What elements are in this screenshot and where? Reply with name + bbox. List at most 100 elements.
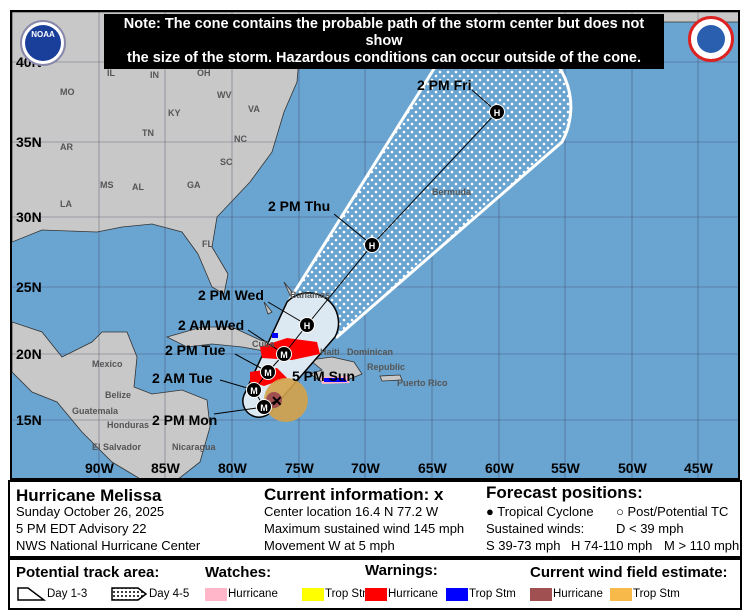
lon-label: 45W [684,460,713,476]
place-label-mexico: Mexico [92,359,123,369]
m-key: M > 110 mph [664,538,740,553]
wind-hurricane-label: Hurricane [553,588,603,600]
storm-info-panel: Hurricane Melissa Sunday October 26, 202… [8,480,742,558]
place-label-fl: FL [202,239,213,249]
forecast-label: 2 AM Wed [178,317,245,333]
max-wind: Maximum sustained wind 145 mph [264,521,465,536]
ts-watch-swatch [302,588,324,601]
watches-title: Watches: [205,564,272,581]
lat-label: 15N [16,412,42,428]
lon-label: 70W [351,460,380,476]
forecast-label: 2 PM Thu [268,198,331,214]
place-label-wv: WV [217,90,232,100]
forecast-point-m-icon: M [276,346,292,362]
place-label-sc: SC [220,157,233,167]
legend-panel: Potential track area: Day 1-3 Day 4-5 Wa… [8,558,742,610]
place-label-republic: Republic [367,362,406,372]
ts-warning-label: Trop Stm [469,588,516,600]
forecast-point-m-icon: M [246,382,262,398]
place-label-puerto_rico: Puerto Rico [397,378,448,388]
place-label-ar: AR [60,142,73,152]
wind-hurricane-swatch [530,588,552,601]
hurricane-warning-label: Hurricane [388,588,438,600]
place-label-cuba: Cuba [252,339,275,349]
forecast-cone-map: ✕ 40N 35N 30N 25N 20N 15N 90W 85W 80W 75W 70W 65W 60… [10,10,740,480]
agency: NWS National Hurricane Center [16,538,201,553]
hurricane-watch-label: Hurricane [228,588,278,600]
place-label-ga: GA [187,180,201,190]
forecast-point-m-icon: M [260,364,276,380]
place-label-dominican: Dominican [347,347,394,357]
forecast-label: 2 PM Wed [198,287,264,303]
place-label-bahamas: Bahamas [290,290,331,300]
ts-warning-swatch [446,588,468,601]
lat-label: 20N [16,346,42,362]
ts-watch-label: Trop Stm [325,588,372,600]
cone-disclaimer: Note: The cone contains the probable pat… [104,14,664,69]
place-label-nc: NC [234,134,247,144]
h-key: H 74-110 mph [571,538,653,553]
lon-label: 60W [485,460,514,476]
forecast-title: Forecast positions: [486,483,643,502]
forecast-point-h-icon: H [489,104,505,120]
place-label-honduras: Honduras [107,420,150,430]
lon-label: 85W [151,460,180,476]
wind-ts-swatch [610,588,632,601]
lon-label: 50W [618,460,647,476]
forecast-label: 2 PM Tue [165,342,226,358]
lat-label: 25N [16,279,42,295]
place-label-oh: OH [197,68,211,78]
lon-label: 80W [218,460,247,476]
x-icon: x [434,485,444,504]
forecast-label: 2 PM Mon [152,412,218,428]
lon-label: 65W [418,460,447,476]
place-label-al: AL [132,182,144,192]
place-label-guatemala: Guatemala [72,406,119,416]
place-label-ms: MS [100,180,114,190]
lon-label: 55W [551,460,580,476]
place-label-tn: TN [142,128,154,138]
sustained-label: Sustained winds: [486,521,585,536]
puerto-rico [379,374,403,382]
lat-label: 35N [16,134,42,150]
d-key: D < 39 mph [616,521,684,536]
lon-label: 90W [85,460,114,476]
wind-field-trop-storm [264,378,308,422]
date: Sunday October 26, 2025 [16,504,165,519]
lat-label: 30N [16,209,42,225]
day-4-5-label: Day 4-5 [149,588,190,600]
forecast-point-m-icon: M [256,399,272,415]
day-4-5-icon [111,587,148,601]
movement: Movement W at 5 mph [264,538,395,553]
wind-ts-label: Trop Stm [633,588,680,600]
forecast-point-h-icon: H [364,237,380,253]
place-label-haiti: Haiti [320,347,340,357]
place-label-in: IN [150,70,159,80]
current-position-label: 5 PM Sun [292,368,356,384]
nws-logo [688,16,734,62]
track-title: Potential track area: [16,564,160,581]
hurricane-warning-swatch [365,588,387,601]
place-label-el_salvador: El Salvador [92,442,142,452]
place-label-mo: MO [60,87,75,97]
hurricane-watch-swatch [205,588,227,601]
forecast-label: 2 PM Fri [417,77,472,93]
warnings-title: Warnings: [365,562,438,579]
center-location: Center location 16.4 N 77.2 W [264,504,439,519]
advisory: 5 PM EDT Advisory 22 [16,521,147,536]
day-1-3-icon [17,587,46,601]
s-key: S 39-73 mph [486,538,561,553]
place-label-il: IL [107,68,115,78]
forecast-label: 2 AM Tue [152,370,213,386]
tropical-cyclone-key: ● Tropical Cyclone [486,504,594,519]
day-1-3-label: Day 1-3 [47,588,88,600]
wind-field-title: Current wind field estimate: [530,564,728,581]
noaa-logo: NOAA [20,20,66,66]
place-label-bermuda: Bermuda [432,187,472,197]
place-label-belize: Belize [105,390,132,400]
place-label-ky: KY [168,108,181,118]
lon-label: 75W [285,460,314,476]
storm-name: Hurricane Melissa [16,486,162,505]
post-tc-key: ○ Post/Potential TC [616,504,729,519]
place-label-nicaragua: Nicaragua [172,442,216,452]
